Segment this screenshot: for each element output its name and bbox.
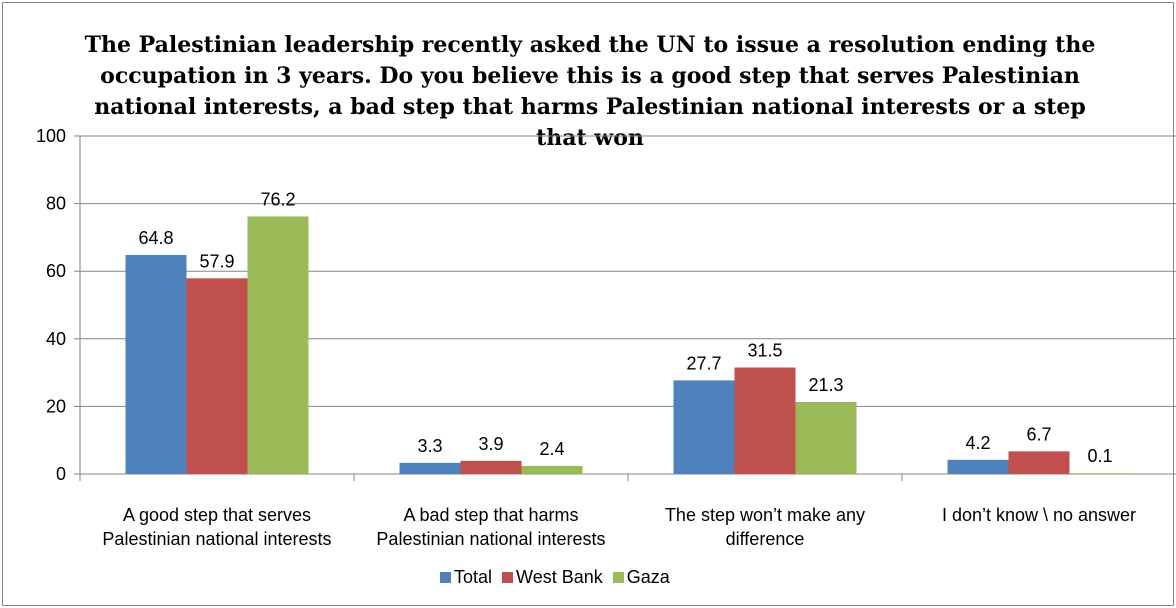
y-tick-label: 20 xyxy=(46,396,66,416)
data-label: 76.2 xyxy=(260,189,295,209)
y-tick-label: 80 xyxy=(46,194,66,214)
legend-swatch xyxy=(502,571,514,583)
bar-total xyxy=(947,459,1009,474)
legend-label: Gaza xyxy=(626,566,670,587)
x-tick-label: A bad step that harms Palestinian nation… xyxy=(376,505,606,549)
bar-west-bank xyxy=(1008,451,1070,474)
y-tick-label: 40 xyxy=(46,329,66,349)
bar-gaza xyxy=(795,402,857,474)
y-tick-label: 0 xyxy=(56,464,66,484)
data-label: 3.3 xyxy=(417,436,442,456)
chart-title: The Palestinian leadership recently aske… xyxy=(84,32,1096,151)
data-label: 31.5 xyxy=(747,341,782,361)
legend-swatch xyxy=(440,571,451,583)
x-tick-label: I don’t know \ no answer xyxy=(941,505,1137,525)
y-tick-label: 100 xyxy=(36,126,66,146)
legend-item-total: Total xyxy=(440,567,492,588)
legend-item-gaza: Gaza xyxy=(612,566,670,588)
bar-west-bank xyxy=(734,367,796,474)
bars xyxy=(125,216,1131,474)
bar-gaza xyxy=(247,216,309,474)
bar-total xyxy=(673,380,735,474)
bar-west-bank xyxy=(460,460,522,474)
legend-item-west-bank: West Bank xyxy=(502,567,603,588)
data-label: 21.3 xyxy=(808,375,843,395)
data-label: 2.4 xyxy=(539,439,564,459)
data-label: 64.8 xyxy=(138,228,173,248)
data-label: 0.1 xyxy=(1087,446,1112,466)
bar-west-bank xyxy=(186,278,248,474)
data-label: 27.7 xyxy=(686,353,721,373)
bar-gaza xyxy=(1069,473,1131,474)
bar-total xyxy=(399,462,461,474)
data-label: 6.7 xyxy=(1026,424,1051,444)
data-label: 4.2 xyxy=(965,433,990,453)
data-label: 57.9 xyxy=(199,251,234,271)
bar-total xyxy=(125,254,187,474)
bar-gaza xyxy=(521,465,583,474)
data-labels: 64.8 57.9 76.2 3.3 3.9 2.4 27.7 31.5 21.3 4.2 6.7 0… xyxy=(138,189,1112,466)
legend-label: Total xyxy=(454,566,493,587)
legend: Total West Bank Gaza xyxy=(440,566,676,588)
legend-swatch xyxy=(612,571,624,583)
x-tick-label: A good step that serves Palestinian nati… xyxy=(102,505,332,549)
data-label: 3.9 xyxy=(478,434,503,454)
x-tick-label: The step won’t make any difference xyxy=(664,505,866,549)
y-tick-label: 60 xyxy=(46,261,66,281)
legend-label: West Bank xyxy=(516,566,603,587)
